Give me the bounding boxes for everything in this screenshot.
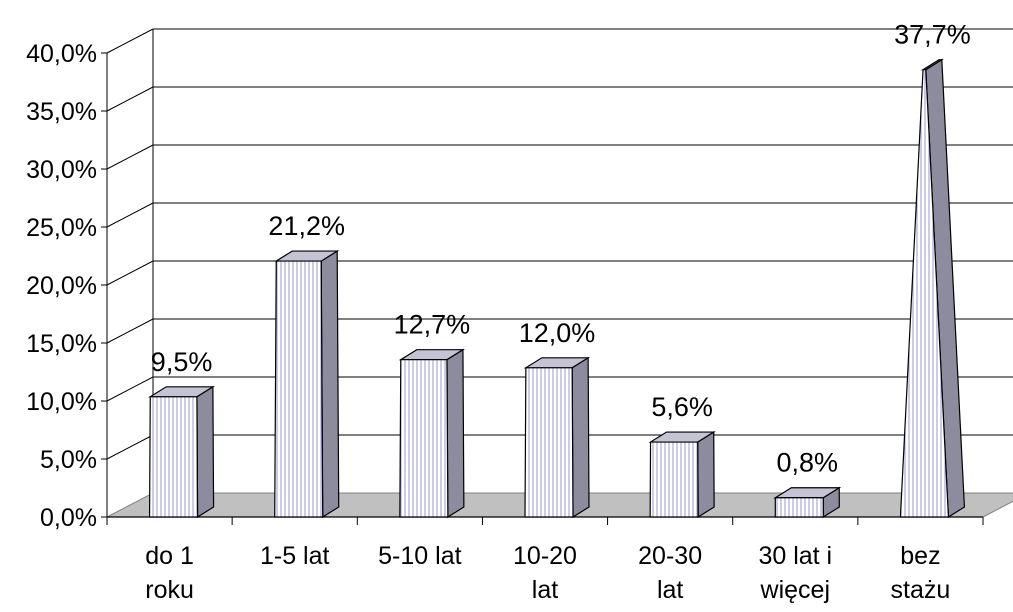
bar-front-face	[649, 441, 699, 518]
y-tick-label: 5,0%	[40, 446, 97, 474]
bar-side-face	[320, 250, 340, 519]
x-category-labels: do 1 roku 1-5 lat 5-10 lat 10-20 lat 20-30 lat 3…	[145, 542, 950, 604]
x-category-label: 20-30 lat	[638, 542, 702, 604]
gridline-side	[106, 86, 154, 112]
y-tick-label: 30,0%	[26, 156, 97, 184]
x-category-label: 5-10 lat	[378, 542, 461, 570]
bar-front-face	[524, 367, 574, 518]
bars	[148, 58, 966, 519]
x-category-label: 10-20 lat	[513, 542, 577, 604]
bar-front-face	[899, 69, 950, 518]
x-category-label: bez stażu	[891, 542, 951, 604]
y-tick-label: 10,0%	[26, 388, 97, 416]
x-category-label: do 1 roku	[145, 542, 194, 604]
data-label: 12,7%	[394, 310, 471, 340]
bar-front-face	[148, 396, 199, 518]
bar-side-face	[571, 356, 590, 519]
bar	[648, 430, 716, 519]
gridline-side	[106, 202, 154, 228]
bar	[148, 385, 215, 519]
bar	[398, 348, 466, 519]
gridline-side	[106, 376, 154, 402]
data-label: 0,8%	[777, 448, 839, 478]
bar-front-face	[774, 497, 824, 518]
data-label: 37,7%	[894, 20, 971, 50]
bar-front-face	[399, 359, 449, 518]
y-tick-label: 15,0%	[26, 330, 97, 358]
y-tick-label: 0,0%	[40, 504, 97, 532]
gridline-side	[106, 28, 154, 54]
y-tick-label: 20,0%	[26, 272, 97, 300]
y-tick-labels: 0,0% 5,0% 10,0% 15,0% 20,0% 25,0% 30,0% 35,0% 40…	[26, 40, 97, 532]
y-tick-label: 35,0%	[26, 98, 97, 126]
gridline-side	[106, 318, 154, 344]
y-tick-label: 25,0%	[26, 214, 97, 242]
data-label: 21,2%	[268, 211, 345, 241]
gridline-side	[106, 260, 154, 286]
data-label: 9,5%	[151, 347, 213, 377]
bar	[899, 58, 966, 519]
gridline-side	[106, 144, 154, 170]
x-category-label: 30 lat i więcej	[758, 542, 832, 604]
bar	[773, 486, 842, 519]
bar-side-face	[446, 348, 465, 519]
bar-side-face	[196, 385, 215, 519]
data-labels: 9,5% 21,2% 12,7% 12,0% 5,6% 0,8% 37,7%	[151, 20, 971, 478]
data-label: 12,0%	[519, 318, 596, 348]
gridline-side	[106, 434, 154, 460]
bar	[274, 250, 340, 519]
y-tick-label: 40,0%	[26, 40, 97, 68]
x-category-label: 1-5 lat	[260, 542, 330, 570]
bar	[523, 356, 591, 519]
data-label: 5,6%	[651, 392, 713, 422]
bar-front-face	[274, 260, 324, 518]
bar-side-face	[697, 430, 715, 519]
